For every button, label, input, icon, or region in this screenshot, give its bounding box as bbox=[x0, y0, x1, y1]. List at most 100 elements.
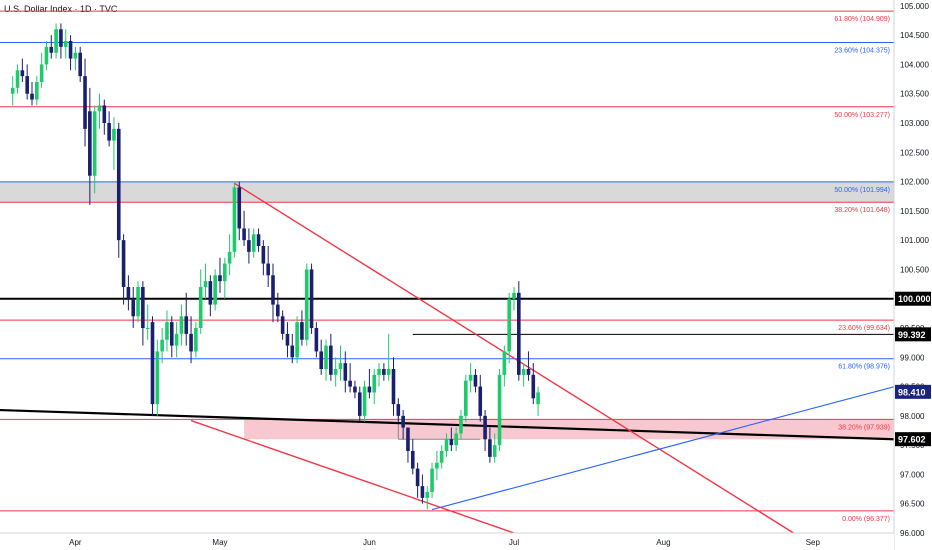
candle-61 bbox=[304, 263, 309, 346]
candle-62 bbox=[309, 263, 314, 334]
candle-60 bbox=[300, 310, 304, 346]
y-tick-label: 103.000 bbox=[900, 119, 929, 128]
candle-16 bbox=[88, 87, 92, 205]
candle-body bbox=[304, 269, 309, 340]
candle-78 bbox=[386, 333, 391, 381]
candle-101 bbox=[497, 369, 502, 451]
candle-4 bbox=[30, 82, 34, 106]
x-tick-label: Sep bbox=[806, 538, 821, 547]
candle-85 bbox=[420, 474, 425, 504]
candle-body bbox=[401, 415, 405, 428]
trend-lines bbox=[0, 182, 895, 534]
candle-84 bbox=[415, 462, 420, 498]
candle-52 bbox=[261, 240, 266, 276]
candle-body bbox=[179, 316, 184, 334]
candle-74 bbox=[367, 369, 372, 399]
candle-body bbox=[386, 369, 391, 375]
candle-body bbox=[155, 351, 160, 405]
x-tick-label: Apr bbox=[69, 538, 82, 547]
fib-label-5: 23.60% (99.634) bbox=[838, 325, 890, 332]
x-tick-label: Jun bbox=[363, 538, 376, 547]
candle-body bbox=[73, 52, 78, 59]
candle-15 bbox=[83, 58, 87, 147]
candle-body bbox=[353, 386, 357, 393]
candle-2 bbox=[20, 58, 25, 82]
candle-99 bbox=[488, 427, 492, 463]
candle-13 bbox=[73, 46, 78, 71]
candle-body bbox=[372, 374, 377, 393]
candle-44 bbox=[223, 257, 227, 299]
candle-body bbox=[150, 322, 155, 405]
candle-98 bbox=[483, 410, 487, 451]
candle-body bbox=[102, 105, 107, 123]
candle-body bbox=[290, 345, 295, 358]
candle-body bbox=[415, 468, 420, 487]
candle-body bbox=[507, 298, 511, 352]
candle-body bbox=[126, 287, 131, 299]
candle-48 bbox=[242, 210, 246, 246]
price-badge-label: 100.000 bbox=[898, 294, 931, 304]
candle-69 bbox=[343, 351, 348, 393]
price-badge-label: 97.602 bbox=[898, 435, 926, 445]
candle-body bbox=[492, 445, 497, 457]
candle-body bbox=[377, 369, 381, 375]
candle-35 bbox=[179, 304, 184, 346]
candle-89 bbox=[439, 445, 444, 469]
candle-21 bbox=[112, 117, 116, 170]
candle-body bbox=[338, 363, 343, 369]
candle-body bbox=[314, 328, 319, 352]
candle-body bbox=[276, 304, 280, 317]
y-tick-label: 98.000 bbox=[900, 412, 925, 421]
candle-88 bbox=[435, 451, 439, 481]
candle-0 bbox=[10, 76, 15, 106]
candle-body bbox=[169, 322, 174, 346]
fib-label-2: 50.00% (103.277) bbox=[834, 112, 890, 119]
y-tick-label: 102.500 bbox=[900, 148, 929, 157]
fib-label-0: 61.80% (104.909) bbox=[834, 16, 890, 23]
candle-body bbox=[483, 415, 487, 440]
price-badge-label: 99.392 bbox=[898, 330, 926, 340]
candle-38 bbox=[194, 322, 198, 358]
candle-87 bbox=[430, 462, 434, 498]
fib-label-6: 61.80% (98.976) bbox=[838, 364, 890, 371]
candle-90 bbox=[444, 433, 449, 457]
candle-body bbox=[430, 468, 434, 492]
black-support-line bbox=[0, 408, 895, 441]
chart-title: U.S. Dollar Index · 1D · TVC bbox=[4, 4, 118, 14]
candle-body bbox=[136, 287, 140, 317]
candle-102 bbox=[502, 345, 507, 387]
candle-body bbox=[367, 386, 372, 393]
candle-body bbox=[97, 105, 102, 112]
candle-body bbox=[54, 29, 58, 53]
candle-body bbox=[362, 386, 367, 416]
candle-body bbox=[223, 263, 227, 282]
candle-body bbox=[343, 363, 348, 381]
candle-108 bbox=[531, 363, 536, 405]
candle-body bbox=[256, 234, 261, 246]
candle-7 bbox=[44, 41, 49, 71]
candle-body bbox=[145, 328, 150, 329]
red-falling-trend-line bbox=[234, 182, 794, 534]
x-tick-label: May bbox=[212, 538, 227, 547]
candle-body bbox=[280, 316, 285, 334]
candle-25 bbox=[131, 287, 136, 328]
candle-body bbox=[410, 451, 415, 469]
fib-label-1: 23.60% (104.375) bbox=[834, 47, 890, 54]
candle-body bbox=[435, 462, 439, 469]
candle-19 bbox=[102, 99, 107, 135]
candle-body bbox=[333, 369, 338, 375]
candle-body bbox=[439, 451, 444, 463]
candle-body bbox=[454, 433, 458, 446]
candle-105 bbox=[517, 281, 521, 381]
candle-body bbox=[459, 415, 463, 434]
candle-70 bbox=[348, 363, 352, 393]
candle-86 bbox=[425, 486, 430, 510]
candle-11 bbox=[63, 29, 68, 59]
candle-body bbox=[232, 187, 237, 252]
candle-76 bbox=[377, 363, 381, 387]
candle-body bbox=[203, 281, 208, 287]
candle-37 bbox=[189, 316, 193, 364]
candle-64 bbox=[319, 339, 323, 375]
candle-body bbox=[213, 275, 217, 305]
